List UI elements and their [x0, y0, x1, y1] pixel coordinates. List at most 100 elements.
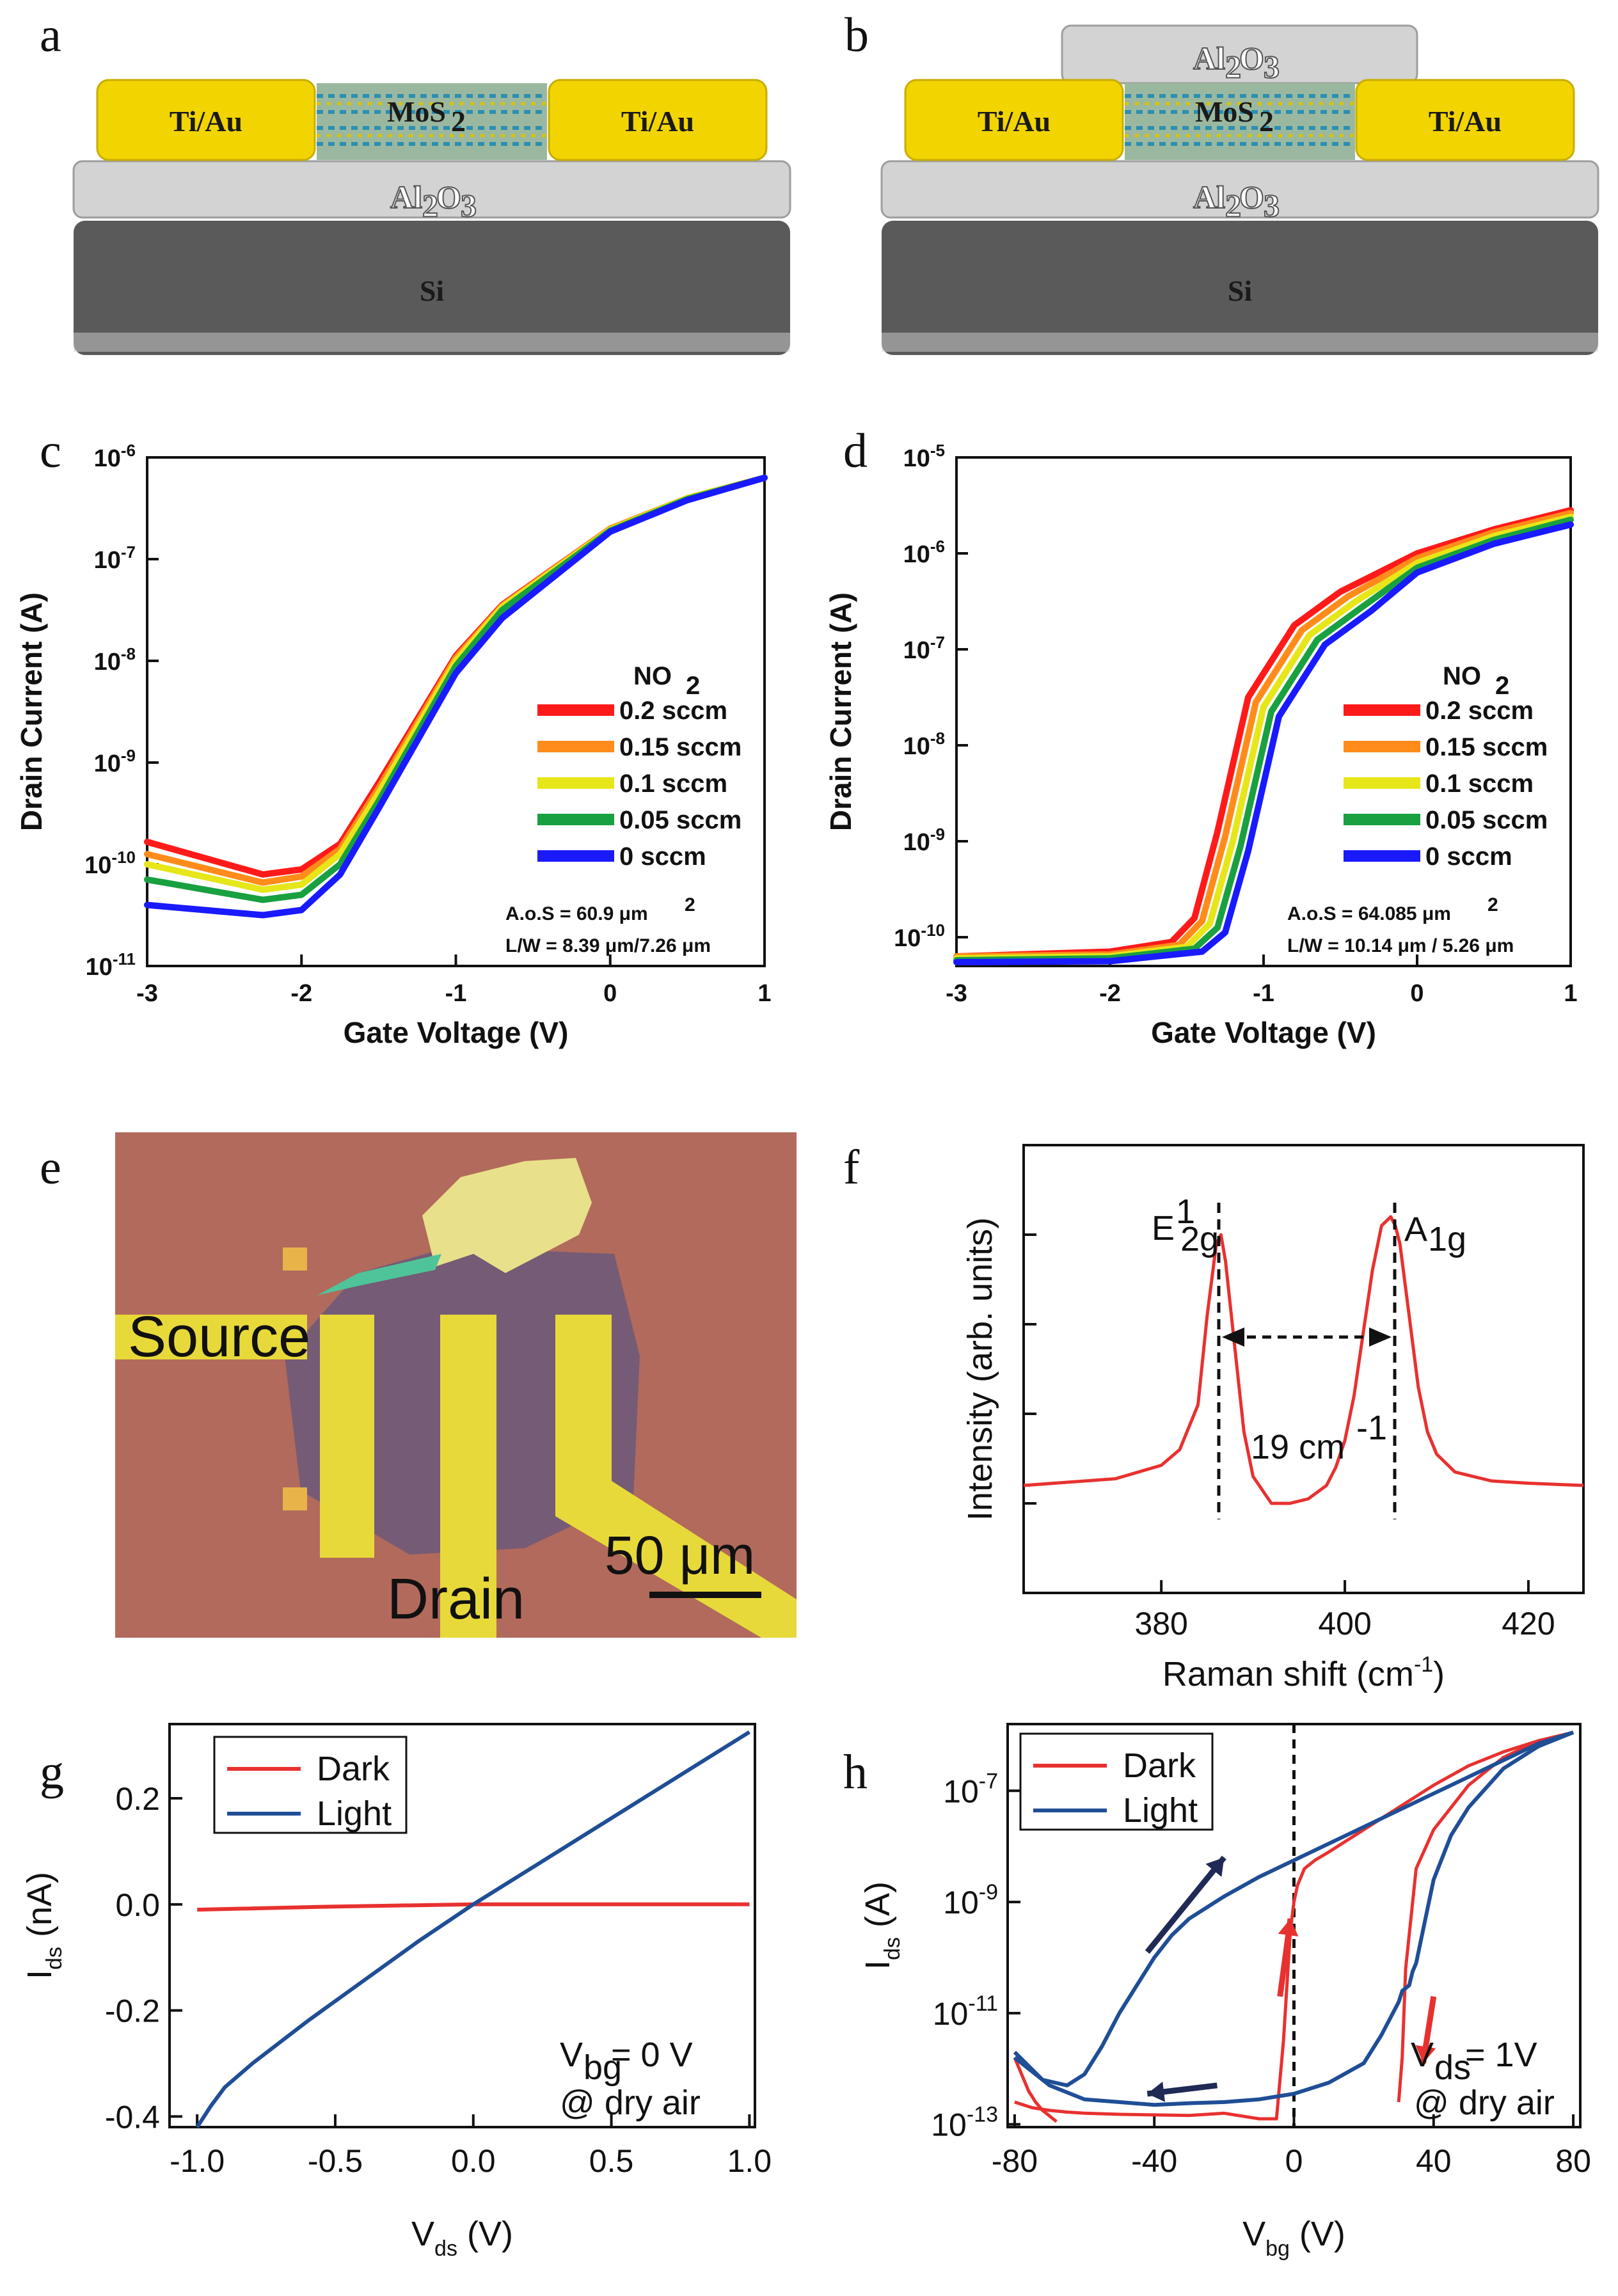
panel-label-e: e	[40, 1141, 61, 1194]
svg-text:2: 2	[1225, 187, 1241, 223]
chart-c-legend: NO 2 0.2 sccm 0.15 sccm 0.1 sccm 0.05 sccm 0…	[505, 662, 742, 956]
legend-entry-d: 0.15 sccm	[1425, 733, 1548, 761]
svg-text:2: 2	[1487, 894, 1498, 915]
y-axis-label-d: Drain Current (A)	[824, 592, 857, 831]
x-tick-f: 420	[1502, 1606, 1555, 1642]
x-axis-label-f: Raman shift (cm-1)	[1162, 1652, 1445, 1693]
aos-c: A.o.S = 60.9 μm	[505, 903, 648, 924]
x-tick-h: 40	[1416, 2143, 1452, 2179]
y-tick-g: 0.0	[115, 1887, 160, 1923]
aos-d: A.o.S = 64.085 μm	[1287, 903, 1451, 924]
ti-au-right-label-b: Ti/Au	[1429, 105, 1502, 138]
svg-text:1: 1	[1176, 1192, 1195, 1231]
thick-flake	[422, 1158, 592, 1273]
panel-label-a: a	[40, 8, 61, 62]
ti-au-right-label-a: Ti/Au	[621, 105, 694, 138]
x-tick-g: -0.5	[308, 2143, 363, 2179]
y-tick-h: 10-13	[931, 2103, 998, 2143]
al2o3-layer-a	[72, 160, 791, 219]
svg-text:3: 3	[1264, 187, 1280, 223]
svg-text:1g: 1g	[1428, 1220, 1466, 1258]
x-tick-g: -1.0	[170, 2143, 225, 2179]
chart-g: -1.0 -0.5 0.0 0.5 1.0 0.2 0.0 -0.2 -0.4 Dark Light…	[20, 1723, 772, 2261]
series-h-light-return	[1013, 1730, 1574, 2107]
x-tick-c: -3	[136, 980, 158, 1007]
y-axis-label-g: Ids (nA)	[20, 1872, 67, 1979]
chart-g-annotation: V bg = 0 V @ dry air	[560, 2036, 701, 2122]
chart-c: -3 -2 -1 0 1 10-11 10-10 10-9 10-8 10-7 10-6 Gate V…	[15, 441, 772, 1049]
svg-text:V: V	[1411, 2036, 1434, 2074]
svg-text:2: 2	[1225, 49, 1241, 84]
svg-text:3: 3	[461, 187, 477, 223]
svg-text:NO: NO	[633, 662, 672, 690]
top-al2o3-label-b: Al 2 O 3	[1193, 40, 1280, 85]
svg-text:2: 2	[685, 894, 695, 915]
chart-d-legend: NO 2 0.2 sccm 0.15 sccm 0.1 sccm 0.05 sccm 0…	[1287, 662, 1548, 956]
svg-text:= 1V: = 1V	[1465, 2036, 1537, 2074]
svg-text:2: 2	[422, 187, 438, 223]
legend-entry-c: 0.1 sccm	[619, 770, 727, 798]
svg-text:O: O	[1239, 179, 1264, 215]
x-tick-d: -1	[1253, 980, 1274, 1007]
ti-au-left-electrode-a	[96, 79, 316, 161]
y-tick-h: 10-11	[933, 1991, 998, 2032]
x-tick-h: 0	[1285, 2143, 1303, 2179]
legend-entry-h: Dark	[1123, 1746, 1196, 1785]
ti-au-right-electrode-b	[1355, 79, 1575, 161]
mos2-label-a: MoS 2	[387, 95, 466, 138]
separation-label: 19 cm	[1251, 1428, 1345, 1466]
y-tick-h: 10-7	[943, 1769, 998, 1809]
y-tick-g: -0.4	[105, 2099, 160, 2135]
panel-label-b: b	[845, 8, 869, 62]
series-d-0-2-sccm	[953, 507, 1574, 960]
source-electrode	[115, 1315, 307, 1359]
panel-label-c: c	[40, 424, 61, 478]
al2o3-label-b: Al 2 O 3	[1193, 178, 1280, 224]
x-tick-c: 0	[603, 980, 617, 1007]
x-tick-d: -3	[946, 980, 967, 1007]
y-tick-c: 10-6	[94, 441, 136, 472]
legend-entry-c: 0.05 sccm	[619, 806, 742, 834]
x-axis-label-g: Vds (V)	[411, 2215, 513, 2261]
a1g-label: A	[1404, 1210, 1427, 1249]
svg-text:O: O	[436, 179, 461, 215]
legend-entry-h: Light	[1123, 1791, 1198, 1830]
optical-micrograph: Source Drain 50 μm	[115, 1132, 797, 1638]
lw-d: L/W = 10.14 μm / 5.26 μm	[1287, 935, 1514, 956]
chart-h-annotation: V ds = 1V @ dry air	[1411, 2036, 1555, 2122]
chart-d: -3 -2 -1 0 1 10-10 10-9 10-8 10-7 10-6 10-5 Gate Vo…	[824, 441, 1578, 1049]
panel-label-g: g	[40, 1745, 64, 1799]
x-tick-d: 0	[1410, 980, 1424, 1007]
y-tick-c: 10-8	[94, 644, 136, 676]
legend-entry-c: 0.15 sccm	[619, 733, 742, 761]
source-label: Source	[128, 1305, 310, 1369]
si-label-b: Si	[1228, 274, 1253, 307]
x-tick-h: 80	[1555, 2143, 1591, 2179]
series-h-dark-left	[1013, 2057, 1058, 2123]
y-axis-label-f: Intensity (arb. units)	[961, 1217, 999, 1521]
svg-text:Al: Al	[1193, 40, 1225, 76]
y-tick-d: 10-9	[903, 825, 945, 856]
svg-text:NO: NO	[1443, 662, 1481, 690]
al2o3-layer-b	[880, 160, 1599, 219]
legend-entry-d: 0.1 sccm	[1425, 770, 1534, 798]
legend-entry-d: 0.05 sccm	[1425, 806, 1548, 834]
x-tick-c: -1	[445, 980, 467, 1007]
y-tick-d: 10-10	[894, 921, 945, 952]
series-d-0-sccm	[953, 521, 1574, 965]
y-tick-c: 10-9	[94, 746, 136, 777]
svg-text:bg: bg	[583, 2048, 622, 2087]
panel-label-d: d	[843, 424, 868, 478]
legend-box-g	[213, 1736, 408, 1834]
x-tick-g: 0.0	[451, 2143, 496, 2179]
series-d-0-05-sccm	[953, 516, 1574, 963]
device-schematic-a: Si Al 2 O 3 Ti/Au Ti/Au MoS 2	[72, 79, 791, 355]
y-tick-h: 10-9	[943, 1880, 998, 1920]
svg-text:2: 2	[686, 672, 700, 700]
legend-entry-g: Dark	[317, 1750, 390, 1788]
x-axis-label-h: Vbg (V)	[1242, 2215, 1345, 2261]
legend-entry-d: 0.2 sccm	[1425, 697, 1534, 725]
series-c-0-05-sccm	[144, 474, 768, 903]
svg-text:V: V	[560, 2036, 583, 2074]
